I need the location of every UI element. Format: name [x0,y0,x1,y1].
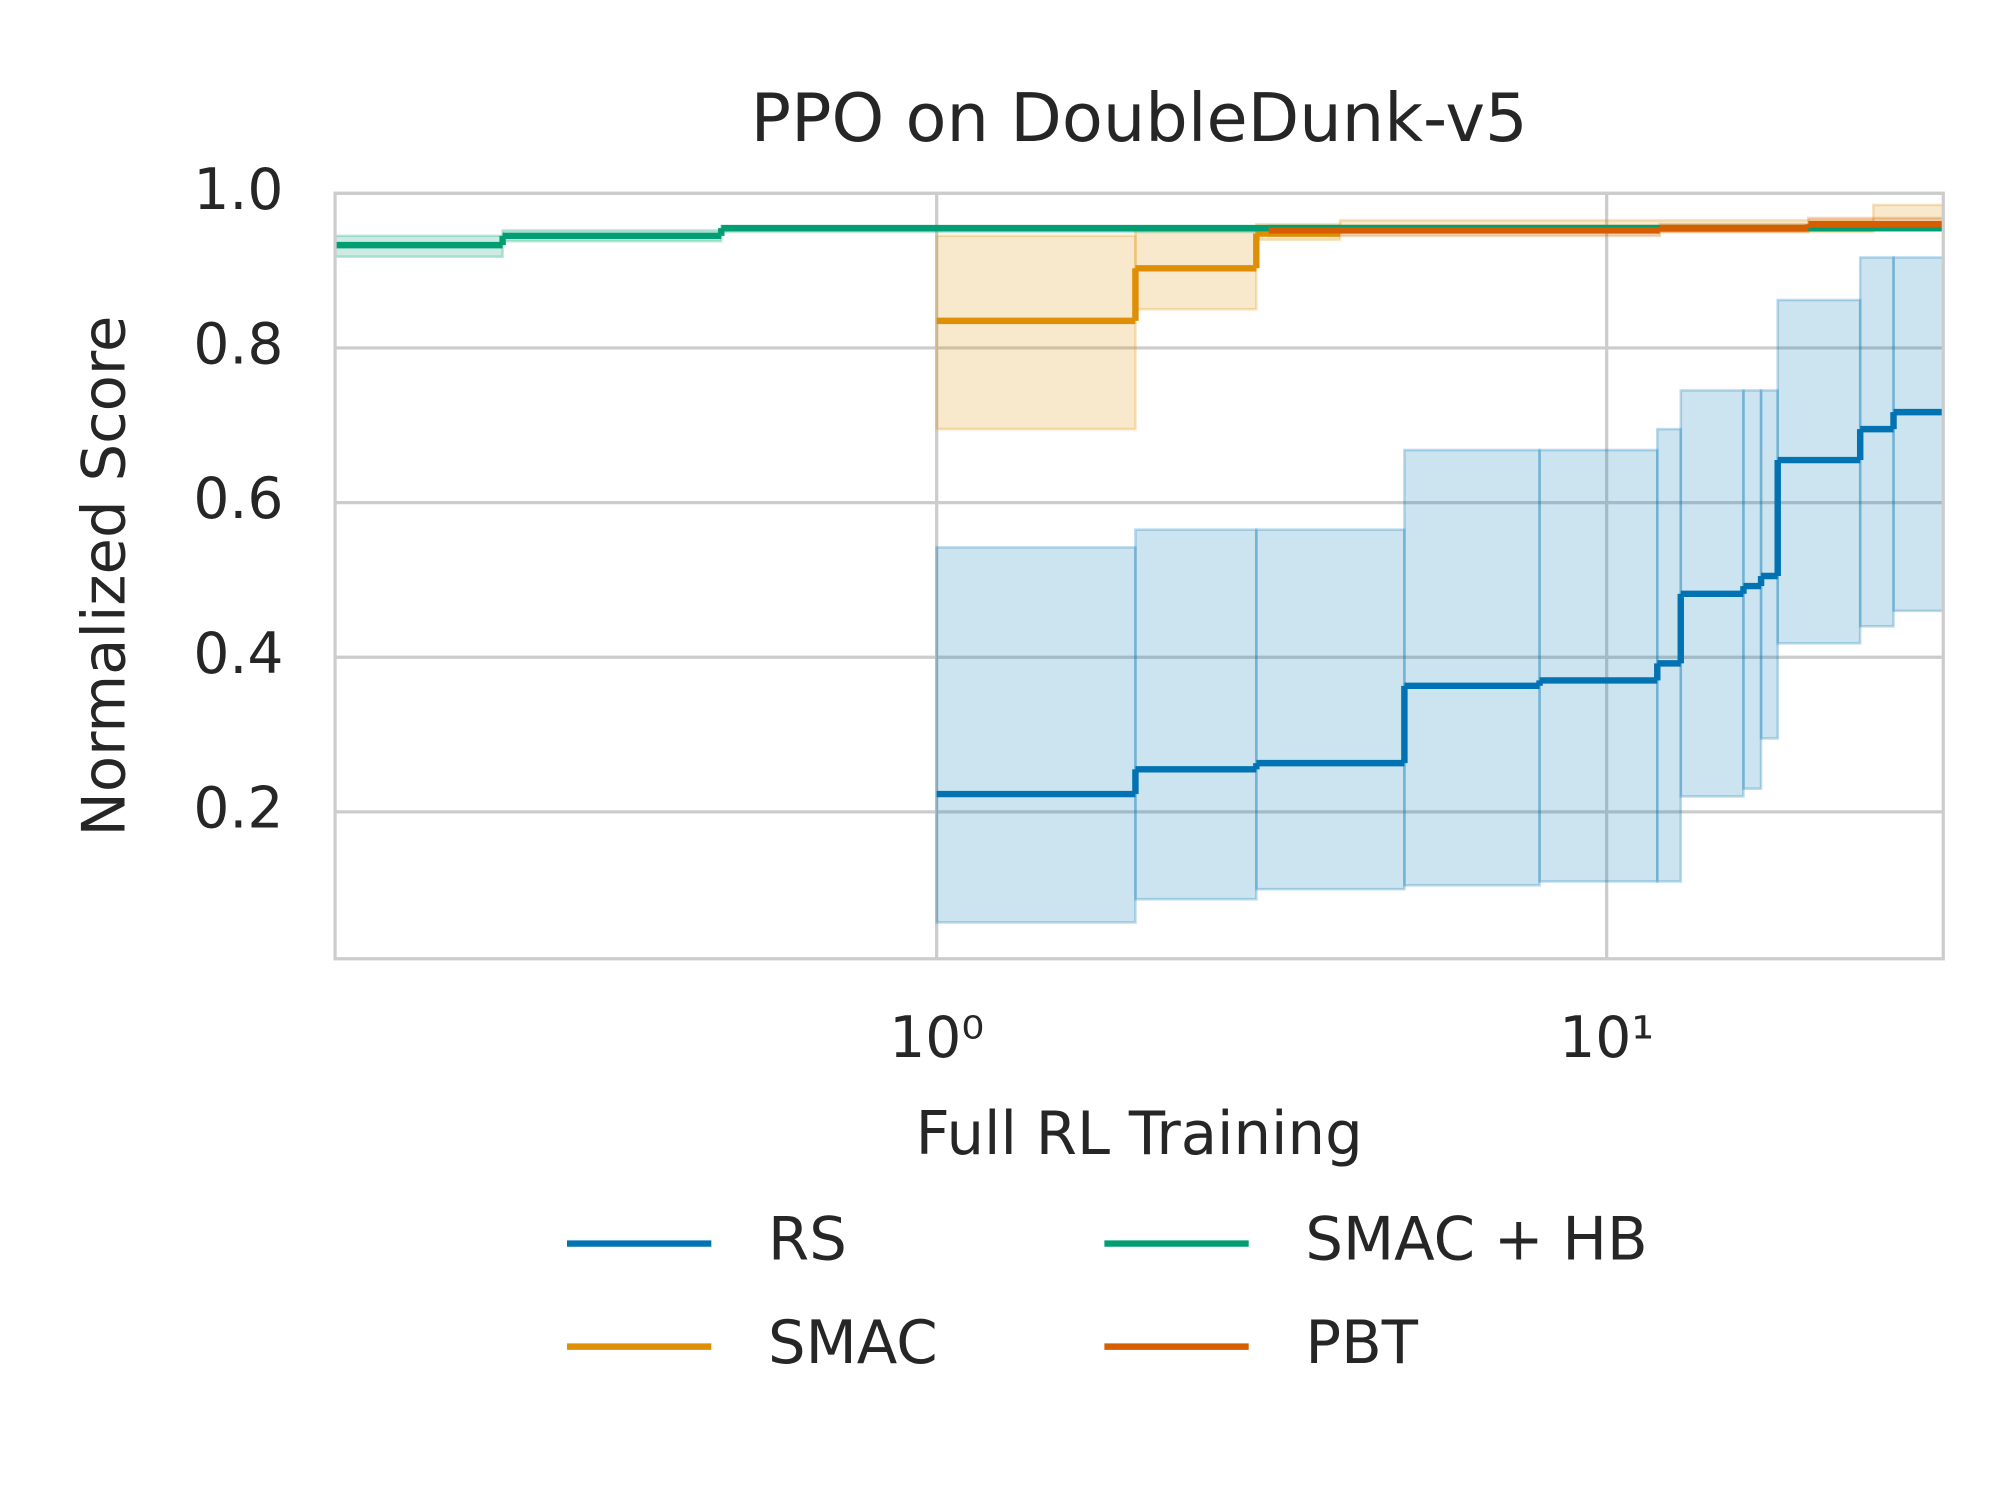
x-tick-label: 10¹ [1559,1005,1654,1071]
confidence-band [1892,256,1944,613]
plot-frame [333,191,1945,961]
y-tick-label: 0.2 [193,775,283,841]
labels: 0.2 0.4 0.6 0.8 1.0 10⁰ 10¹ [193,157,1654,1071]
bands [335,203,1944,924]
y-tick-label: 0.8 [193,312,283,378]
confidence-band [1255,528,1406,891]
x-axis-label: Full RL Training [916,1099,1363,1168]
confidence-band [1776,298,1862,645]
y-axis-label: Normalized Score [69,316,138,837]
legend-label: SMAC [768,1308,938,1377]
lines [335,221,1944,798]
confidence-band [935,234,1137,431]
chart-title: PPO on DoubleDunk-v5 [751,79,1528,157]
confidence-band [935,546,1137,924]
confidence-band [1538,448,1659,883]
confidence-band [1403,448,1541,887]
confidence-band [1858,256,1895,628]
legend-label: SMAC + HB [1305,1205,1647,1274]
confidence-band [1655,427,1683,883]
y-tick-label: 1.0 [193,157,283,223]
y-tick-label: 0.6 [193,466,283,532]
legend: RS SMAC SMAC + HB PBT [567,1205,1648,1377]
y-tick-label: 0.4 [193,621,283,687]
legend-label: PBT [1305,1308,1418,1377]
legend-label: RS [768,1205,847,1274]
x-tick-label: 10⁰ [889,1005,984,1071]
confidence-band [1134,528,1258,901]
